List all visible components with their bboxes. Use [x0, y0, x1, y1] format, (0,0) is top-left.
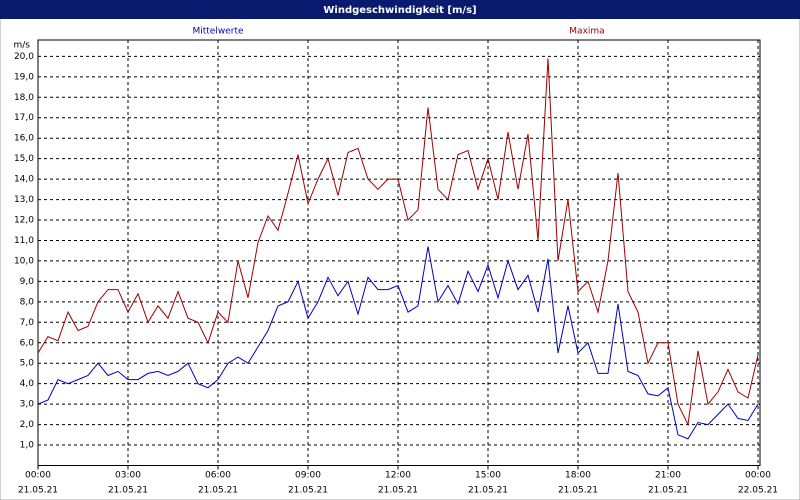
legend-entry: Maxima: [569, 27, 604, 37]
x-tick-date: 21.05.21: [648, 486, 688, 496]
y-tick-label: 11,0: [14, 236, 34, 246]
x-tick-label: 03:00: [115, 471, 141, 481]
y-tick-label: 5,0: [20, 359, 35, 369]
x-tick-date: 21.05.21: [108, 486, 148, 496]
y-tick-label: 17,0: [14, 113, 34, 123]
chart-title: Windgeschwindigkeit [m/s]: [323, 5, 476, 16]
y-tick-label: 15,0: [14, 154, 34, 164]
y-tick-label: 19,0: [14, 72, 34, 82]
x-tick-label: 00:00: [25, 471, 51, 481]
y-tick-label: 3,0: [20, 400, 35, 410]
x-tick-label: 18:00: [565, 471, 591, 481]
y-tick-label: 6,0: [20, 338, 35, 348]
y-tick-label: 13,0: [14, 195, 34, 205]
y-tick-label: 4,0: [20, 379, 35, 389]
plot-frame: [37, 39, 761, 466]
x-tick-label: 00:00: [745, 471, 771, 481]
title-bar: [0, 0, 800, 19]
y-tick-label: 7,0: [20, 318, 35, 328]
y-axis-label: m/s: [14, 41, 31, 51]
legend-entry: Mittelwerte: [192, 27, 243, 37]
y-tick-label: 12,0: [14, 216, 34, 226]
y-tick-label: 16,0: [14, 134, 34, 144]
y-tick-label: 9,0: [20, 277, 35, 287]
x-tick-date: 21.05.21: [558, 486, 598, 496]
x-tick-label: 09:00: [295, 471, 321, 481]
y-tick-label: 8,0: [20, 297, 35, 307]
x-tick-date: 21.05.21: [378, 486, 418, 496]
y-tick-label: 20,0: [14, 52, 34, 62]
x-tick-label: 21:00: [655, 471, 681, 481]
y-tick-label: 18,0: [14, 93, 34, 103]
x-tick-date: 21.05.21: [468, 486, 508, 496]
x-tick-date: 22.05.21: [738, 486, 778, 496]
x-tick-label: 06:00: [205, 471, 231, 481]
y-tick-label: 1,0: [20, 441, 35, 451]
x-tick-label: 12:00: [385, 471, 411, 481]
x-tick-date: 21.05.21: [288, 486, 328, 496]
data-line: [37, 246, 759, 440]
x-tick-label: 15:00: [475, 471, 501, 481]
x-tick-date: 21.05.21: [18, 486, 58, 496]
y-tick-label: 14,0: [14, 175, 34, 185]
data-line: [37, 58, 759, 427]
x-tick-date: 21.05.21: [198, 486, 238, 496]
y-tick-label: 2,0: [20, 420, 35, 430]
y-tick-label: 10,0: [14, 256, 34, 266]
